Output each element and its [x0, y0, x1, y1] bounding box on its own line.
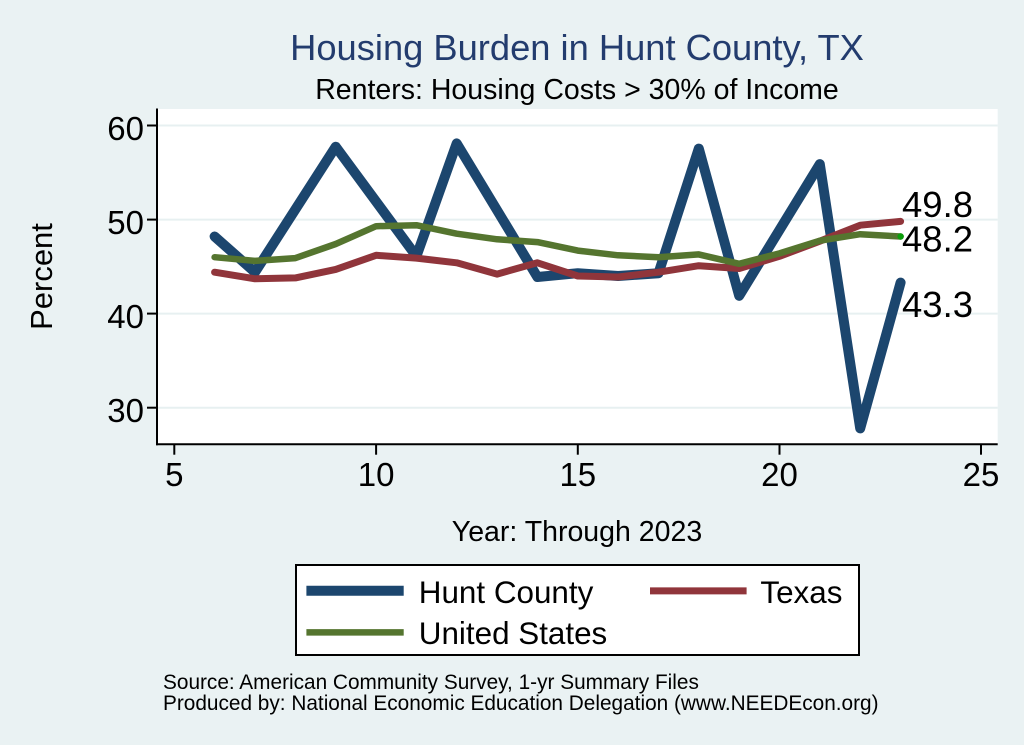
svg-text:Renters: Housing Costs > 30% o: Renters: Housing Costs > 30% of Income — [315, 74, 839, 106]
svg-text:Housing Burden in Hunt County,: Housing Burden in Hunt County, TX — [290, 27, 864, 68]
svg-text:United States: United States — [419, 616, 607, 651]
svg-text:Texas: Texas — [760, 575, 842, 610]
svg-text:30: 30 — [107, 392, 144, 429]
svg-text:Produced by: National Economic: Produced by: National Economic Education… — [163, 692, 879, 715]
svg-text:20: 20 — [761, 456, 798, 493]
svg-text:5: 5 — [165, 456, 183, 493]
svg-text:15: 15 — [559, 456, 596, 493]
svg-text:Percent: Percent — [24, 223, 59, 330]
svg-text:49.8: 49.8 — [902, 184, 973, 225]
svg-text:Hunt County: Hunt County — [419, 575, 594, 610]
svg-text:10: 10 — [358, 456, 395, 493]
svg-text:Source: American Community Sur: Source: American Community Survey, 1-yr … — [163, 671, 699, 694]
svg-text:40: 40 — [107, 298, 144, 335]
svg-text:60: 60 — [107, 110, 144, 147]
svg-text:48.2: 48.2 — [902, 218, 973, 259]
svg-text:50: 50 — [107, 204, 144, 241]
svg-text:Year: Through 2023: Year: Through 2023 — [452, 516, 702, 548]
svg-text:25: 25 — [963, 456, 1000, 493]
svg-text:43.3: 43.3 — [902, 284, 973, 325]
